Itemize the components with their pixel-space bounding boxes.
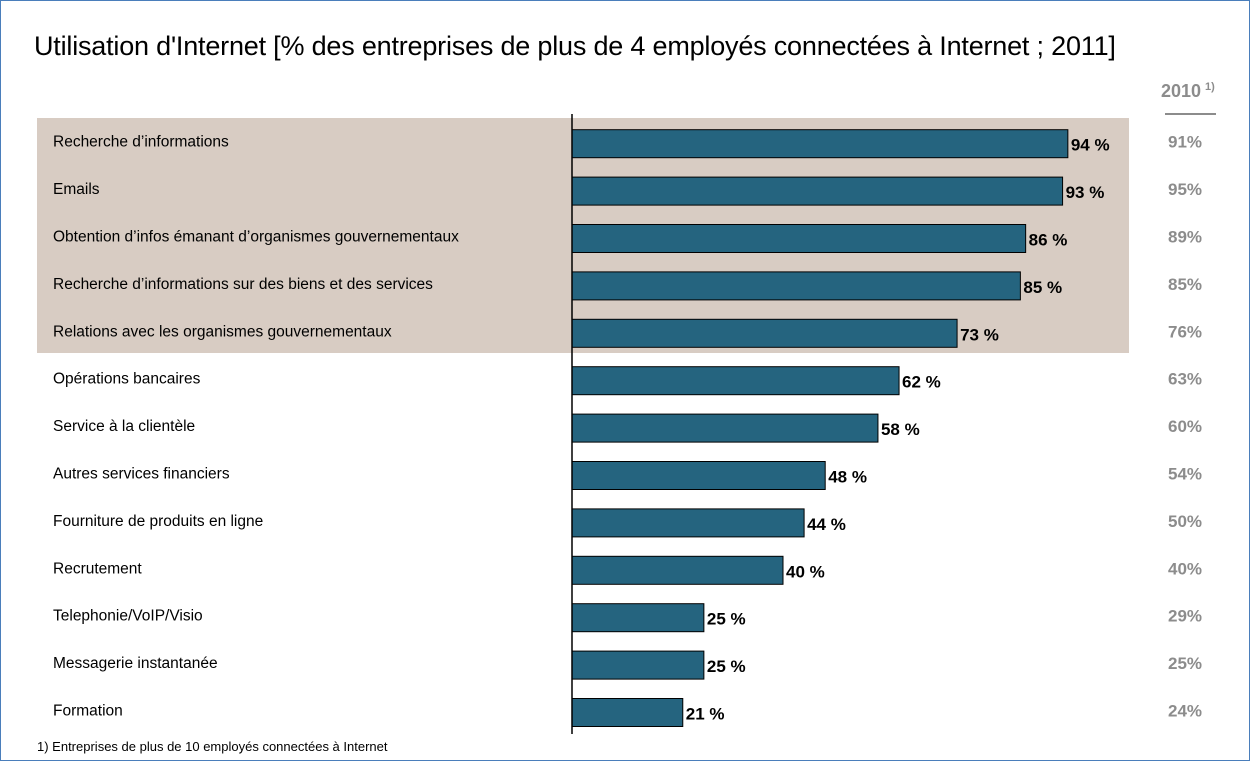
bar: [571, 603, 705, 633]
value-label: 48 %: [828, 468, 867, 487]
comparison-value: 95%: [1168, 180, 1202, 199]
category-label: Recrutement: [53, 560, 142, 577]
chart-title: Utilisation d'Internet [% des entreprise…: [34, 31, 1116, 61]
bar: [571, 461, 826, 490]
bar: [571, 318, 958, 348]
footnote: 1) Entreprises de plus de 10 employés co…: [37, 739, 388, 754]
category-label: Obtention d’infos émanant d’organismes g…: [53, 229, 459, 246]
comparison-value: 76%: [1168, 322, 1202, 341]
category-label: Emails: [53, 181, 100, 198]
bar: [571, 224, 1027, 253]
comparison-value: 50%: [1168, 512, 1202, 531]
category-label: Autres services financiers: [53, 466, 230, 483]
value-label: 58 %: [881, 420, 920, 439]
bar: [571, 366, 900, 396]
value-label: 86 %: [1029, 231, 1068, 250]
category-label: Telephonie/VoIP/Visio: [53, 608, 203, 625]
comparison-value: 60%: [1168, 417, 1202, 436]
category-label: Relations avec les organismes gouverneme…: [53, 323, 392, 340]
category-label: Service à la clientèle: [53, 418, 195, 435]
bar: [571, 555, 784, 585]
comparison-value: 54%: [1168, 465, 1202, 484]
comparison-header-note: 1): [1205, 81, 1215, 93]
bar: [571, 176, 1064, 206]
value-label: 21 %: [686, 705, 725, 724]
value-label: 85 %: [1023, 278, 1062, 297]
bar: [571, 129, 1069, 159]
category-label: Fourniture de produits en ligne: [53, 513, 263, 530]
comparison-value: 24%: [1168, 702, 1202, 721]
category-label: Messagerie instantanée: [53, 655, 218, 672]
value-label: 25 %: [707, 657, 746, 676]
category-label: Recherche d’informations sur des biens e…: [53, 276, 433, 293]
bar: [571, 650, 705, 680]
comparison-value: 89%: [1168, 228, 1202, 247]
value-label: 62 %: [902, 373, 941, 392]
comparison-value: 40%: [1168, 559, 1202, 578]
comparison-value: 91%: [1168, 133, 1202, 152]
comparison-value: 85%: [1168, 275, 1202, 294]
comparison-value: 63%: [1168, 370, 1202, 389]
category-label: Formation: [53, 703, 123, 720]
category-label: Recherche d’informations: [53, 134, 229, 151]
value-label: 40 %: [786, 562, 825, 581]
value-label: 73 %: [960, 325, 999, 344]
value-label: 93 %: [1066, 183, 1105, 202]
value-label: 25 %: [707, 610, 746, 629]
bar: [571, 698, 684, 727]
comparison-value: 29%: [1168, 607, 1202, 626]
value-label: 44 %: [807, 515, 846, 534]
bar: [571, 508, 805, 538]
bar: [571, 271, 1021, 301]
comparison-header: 2010: [1161, 81, 1201, 101]
bar: [571, 413, 879, 443]
comparison-value: 25%: [1168, 654, 1202, 673]
category-label: Opérations bancaires: [53, 371, 201, 388]
value-label: 94 %: [1071, 136, 1110, 155]
